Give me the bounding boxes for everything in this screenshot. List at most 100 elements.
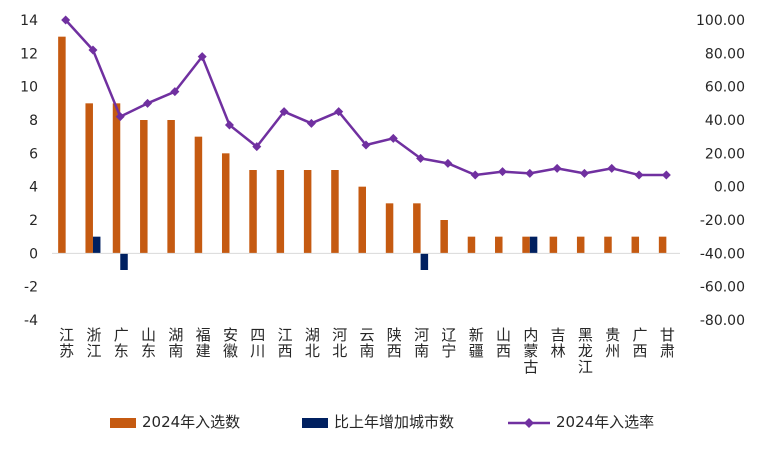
bar-selected-2 bbox=[112, 103, 121, 254]
right-y-axis: -80.00 -60.00 -40.00 -20.00 0.00 20.00 40.00 60… bbox=[696, 13, 745, 329]
right-tick-label-3: -20.00 bbox=[700, 213, 745, 229]
right-tick-label-7: 60.00 bbox=[705, 80, 745, 96]
bar-selected-17 bbox=[522, 236, 530, 254]
category-label-16: 山西 bbox=[496, 326, 511, 360]
rate-point-12 bbox=[388, 133, 398, 143]
bar-selected-1 bbox=[85, 103, 93, 254]
category-label-20: 贵州 bbox=[605, 326, 620, 360]
category-label-13: 河南 bbox=[414, 326, 429, 360]
category-labels: 江苏浙江广东山东湖南福建安徽四川江西湖北河北云南陕西河南辽宁新疆山西内蒙古吉林黑… bbox=[59, 326, 675, 376]
rate-point-3 bbox=[143, 98, 153, 108]
rate-line bbox=[64, 19, 667, 177]
bar-selected-15 bbox=[467, 236, 476, 254]
legend-label-change: 比上年增加城市数 bbox=[334, 413, 454, 431]
rate-point-20 bbox=[607, 163, 617, 173]
bar-selected-5 bbox=[194, 136, 203, 254]
right-tick-label-8: 80.00 bbox=[705, 46, 745, 62]
category-label-17: 内蒙古 bbox=[523, 326, 538, 376]
bar-selected-10 bbox=[331, 170, 339, 254]
right-tick-label-5: 20.00 bbox=[705, 146, 745, 162]
category-label-18: 吉林 bbox=[551, 326, 566, 360]
left-tick-label-5: 6 bbox=[29, 146, 38, 162]
legend-swatch-selected bbox=[110, 418, 136, 428]
category-label-14: 辽宁 bbox=[441, 326, 456, 360]
rate-point-11 bbox=[361, 140, 371, 150]
left-tick-label-4: 4 bbox=[29, 180, 38, 196]
bar-selected-13 bbox=[413, 203, 421, 254]
legend-swatch-change bbox=[302, 418, 328, 428]
rate-point-2 bbox=[115, 112, 125, 122]
rate-point-15 bbox=[470, 170, 480, 180]
rate-point-9 bbox=[306, 118, 316, 128]
rate-point-14 bbox=[443, 158, 453, 168]
rate-point-5 bbox=[197, 52, 207, 62]
bar-selected-6 bbox=[221, 153, 230, 254]
left-tick-label-1: -2 bbox=[24, 280, 38, 296]
bar-selected-4 bbox=[167, 120, 175, 254]
category-label-5: 福建 bbox=[196, 326, 211, 360]
category-label-9: 湖北 bbox=[305, 326, 320, 360]
category-label-10: 河北 bbox=[332, 326, 347, 360]
rate-point-13 bbox=[416, 153, 426, 163]
bar-selected-7 bbox=[249, 170, 257, 254]
bar-selected-22 bbox=[658, 236, 667, 254]
bar-selected-3 bbox=[140, 120, 148, 254]
legend-label-rate: 2024年入选率 bbox=[556, 413, 654, 431]
bar-change-1 bbox=[92, 236, 101, 254]
bar-change-13 bbox=[420, 253, 429, 270]
right-tick-label-6: 40.00 bbox=[705, 113, 745, 129]
bar-selected-19 bbox=[576, 236, 585, 254]
rate-point-6 bbox=[224, 120, 234, 130]
rate-point-7 bbox=[252, 142, 262, 152]
bar-selected-12 bbox=[385, 203, 394, 254]
category-label-15: 新疆 bbox=[469, 326, 484, 360]
right-tick-label-4: 0.00 bbox=[714, 180, 745, 196]
category-label-7: 四川 bbox=[250, 326, 265, 360]
bar-selected-9 bbox=[303, 170, 312, 254]
bar-series bbox=[58, 36, 667, 270]
bar-selected-8 bbox=[276, 170, 285, 254]
rate-point-19 bbox=[579, 168, 589, 178]
category-label-1: 浙江 bbox=[86, 326, 101, 360]
category-label-8: 江西 bbox=[278, 326, 293, 360]
bar-selected-18 bbox=[549, 236, 558, 254]
line-series bbox=[61, 15, 671, 180]
left-y-axis: -4 -2 0 2 4 6 8 10 12 14 bbox=[20, 13, 38, 329]
left-tick-label-2: 0 bbox=[29, 246, 38, 262]
rate-point-0 bbox=[61, 15, 71, 25]
rate-point-10 bbox=[334, 107, 344, 117]
left-tick-label-6: 8 bbox=[29, 113, 38, 129]
right-tick-label-2: -40.00 bbox=[700, 246, 745, 262]
category-label-2: 广东 bbox=[114, 326, 129, 360]
category-label-4: 湖南 bbox=[168, 326, 183, 360]
left-tick-label-9: 14 bbox=[20, 13, 38, 29]
category-label-3: 山东 bbox=[141, 326, 156, 360]
bar-selected-11 bbox=[358, 186, 366, 254]
bar-selected-20 bbox=[604, 236, 612, 254]
legend-label-selected: 2024年入选数 bbox=[142, 413, 240, 431]
rate-point-4 bbox=[170, 87, 180, 97]
right-tick-label-0: -80.00 bbox=[700, 313, 745, 329]
rate-point-16 bbox=[498, 167, 508, 177]
left-tick-label-3: 2 bbox=[29, 213, 38, 229]
left-tick-label-0: -4 bbox=[24, 313, 38, 329]
bar-selected-16 bbox=[495, 236, 503, 254]
rate-point-17 bbox=[525, 168, 535, 178]
rate-point-21 bbox=[634, 170, 644, 180]
left-tick-label-8: 12 bbox=[20, 46, 38, 62]
rate-point-22 bbox=[661, 170, 671, 180]
rate-point-8 bbox=[279, 107, 289, 117]
right-tick-label-9: 100.00 bbox=[696, 13, 745, 29]
bar-selected-0 bbox=[58, 36, 66, 254]
category-label-0: 江苏 bbox=[59, 326, 74, 360]
category-label-6: 安徽 bbox=[223, 326, 238, 360]
category-label-11: 云南 bbox=[359, 326, 374, 360]
bar-selected-21 bbox=[631, 236, 640, 254]
category-label-21: 广西 bbox=[633, 326, 648, 360]
rate-point-18 bbox=[552, 163, 562, 173]
legend-marker-rate bbox=[524, 418, 534, 428]
right-tick-label-1: -60.00 bbox=[700, 280, 745, 296]
category-label-19: 黑龙江 bbox=[578, 326, 593, 376]
bar-change-2 bbox=[120, 253, 128, 270]
